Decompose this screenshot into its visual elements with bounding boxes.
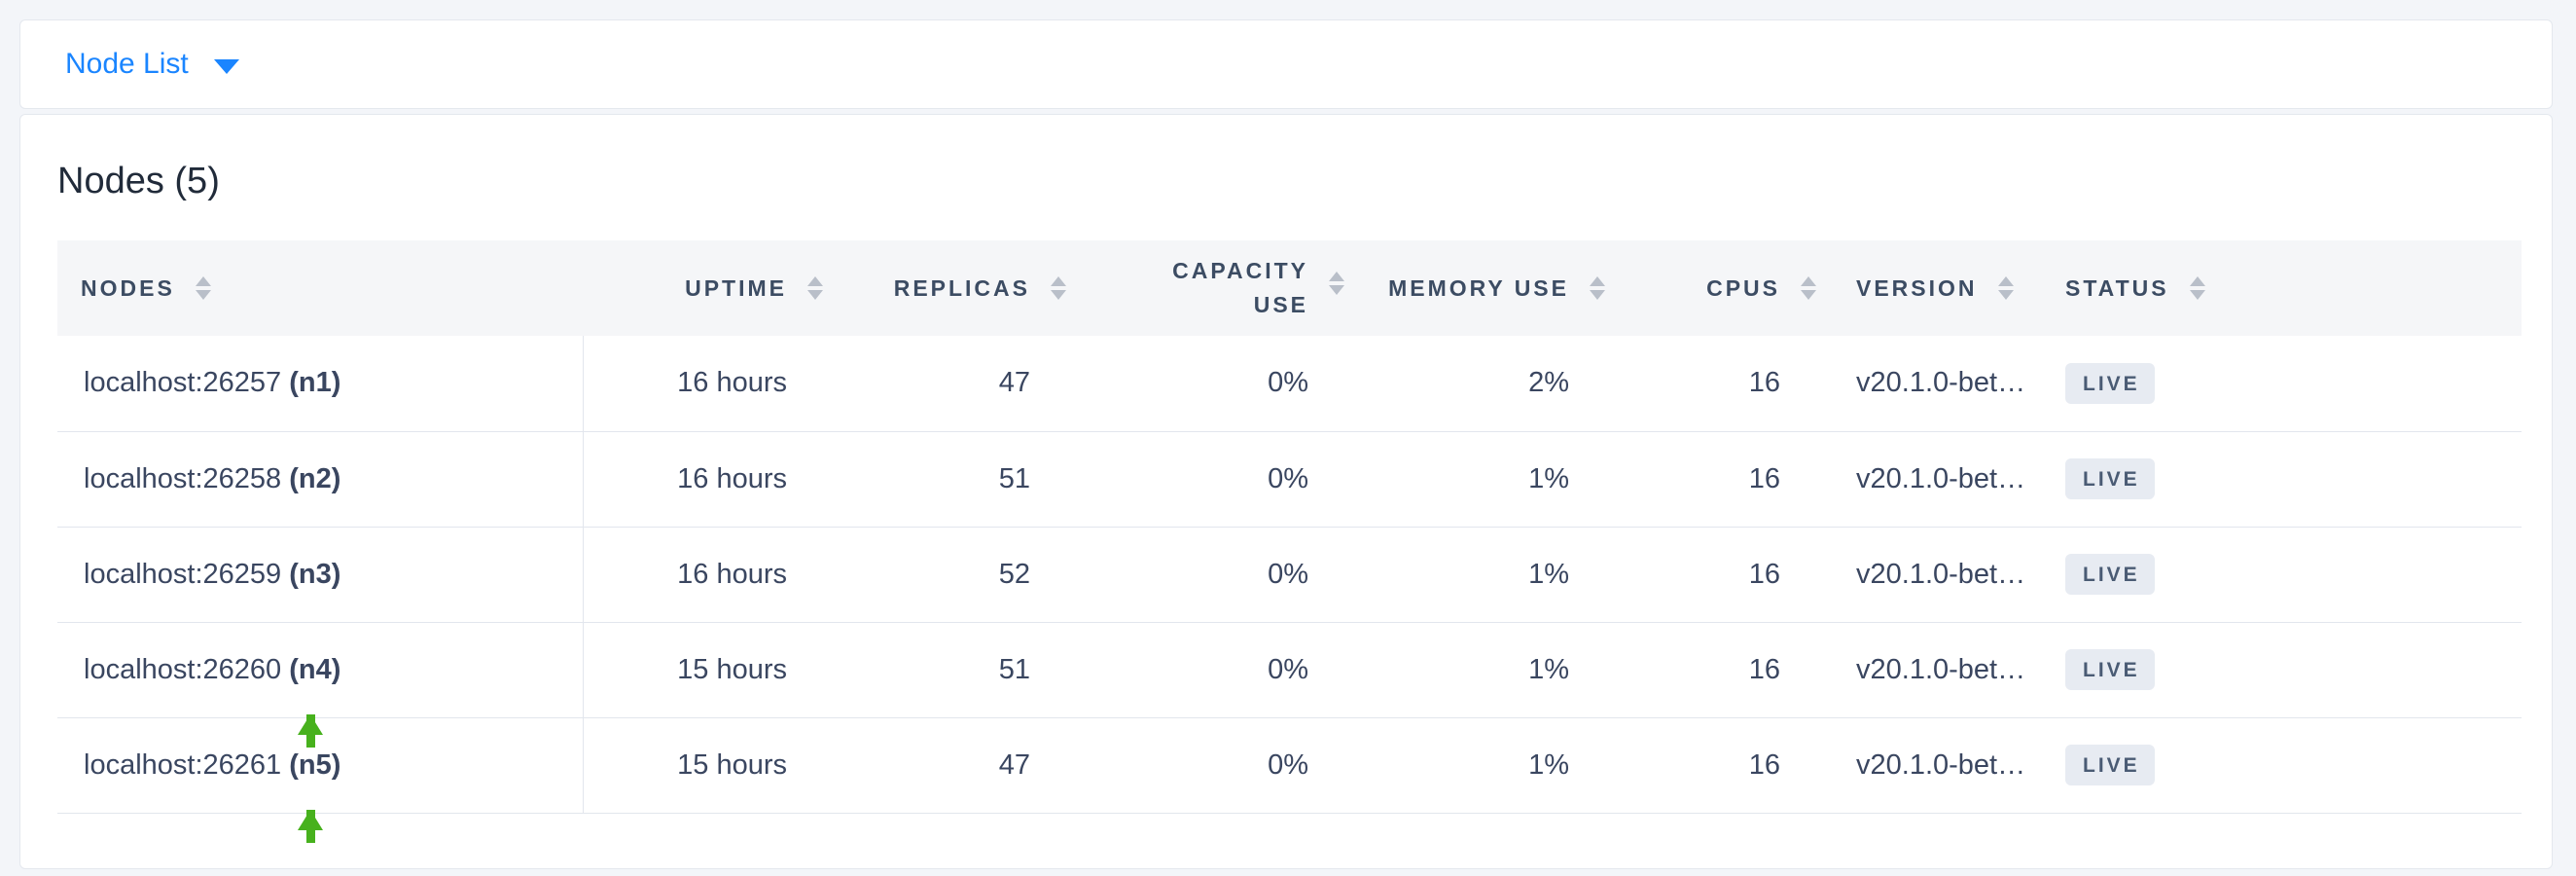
cpus-cell: 16 <box>1748 367 1780 399</box>
status-badge: LIVE <box>2065 745 2155 785</box>
column-header-status[interactable]: STATUS <box>2032 240 2522 336</box>
caret-down-icon <box>213 59 239 74</box>
uptime-cell: 15 hours <box>677 653 787 685</box>
cpus-cell: 16 <box>1748 558 1780 590</box>
memory-use-cell: 1% <box>1528 462 1569 494</box>
status-cell: LIVE <box>2032 431 2522 527</box>
column-header-replicas[interactable]: REPLICAS <box>806 240 1066 336</box>
sort-icon <box>1329 272 1344 295</box>
memory-use-cell: 1% <box>1528 748 1569 781</box>
status-badge: LIVE <box>2065 554 2155 595</box>
memory-use-cell: 2% <box>1528 367 1569 399</box>
cpus-cell: 16 <box>1748 653 1780 685</box>
column-header-capacity-use[interactable]: CAPACITY USE <box>1050 240 1344 336</box>
capacity-use-cell: 0% <box>1268 367 1308 399</box>
column-header-memory-use[interactable]: MEMORY USE <box>1328 240 1605 336</box>
table-row[interactable]: localhost:26257 (n1) 16 hours 47 0% 2% 1… <box>57 336 2522 431</box>
version-cell: v20.1.0-bet… <box>1856 558 2026 590</box>
version-cell: v20.1.0-bet… <box>1856 462 2026 494</box>
column-header-nodes[interactable]: NODES <box>57 240 583 336</box>
table-header-row: NODES UPTIME REPLICAS CAPACITY USE MEMORY… <box>57 240 2522 336</box>
nodes-card: Nodes (5) NODES UPTIME REPLICAS CAPACITY… <box>19 114 2553 869</box>
uptime-cell: 16 hours <box>677 558 787 590</box>
table-row[interactable]: localhost:26260 (n4) 15 hours 51 0% 1% 1… <box>57 622 2522 748</box>
table-row[interactable]: localhost:26261 (n5) 15 hours 47 0% 1% 1… <box>57 717 2522 843</box>
column-header-cpus[interactable]: CPUS <box>1589 240 1816 336</box>
capacity-use-cell: 0% <box>1268 748 1308 781</box>
capacity-use-cell: 0% <box>1268 462 1308 494</box>
replicas-cell: 47 <box>998 748 1030 781</box>
node-address-cell: localhost:26260 (n4) <box>57 622 584 748</box>
table-row[interactable]: localhost:26258 (n2) 16 hours 51 0% 1% 1… <box>57 431 2522 527</box>
sort-icon <box>807 276 823 300</box>
replicas-cell: 51 <box>998 462 1030 494</box>
column-header-uptime[interactable]: UPTIME <box>583 240 823 336</box>
annotation-arrow-up-icon <box>298 778 323 843</box>
capacity-use-cell: 0% <box>1268 558 1308 590</box>
replicas-cell: 52 <box>998 558 1030 590</box>
node-id: (n2) <box>289 462 341 494</box>
status-cell: LIVE <box>2032 527 2522 622</box>
replicas-cell: 47 <box>998 367 1030 399</box>
sort-icon <box>195 276 211 300</box>
uptime-cell: 16 hours <box>677 462 787 494</box>
table-row[interactable]: localhost:26259 (n3) 16 hours 52 0% 1% 1… <box>57 527 2522 622</box>
uptime-cell: 15 hours <box>677 748 787 781</box>
nodes-table: NODES UPTIME REPLICAS CAPACITY USE MEMORY… <box>57 240 2522 843</box>
replicas-cell: 51 <box>998 653 1030 685</box>
node-address-cell: localhost:26257 (n1) <box>57 336 584 431</box>
annotation-arrow-up-icon <box>298 682 323 748</box>
status-cell: LIVE <box>2032 336 2522 431</box>
sort-icon <box>1051 276 1066 300</box>
uptime-cell: 16 hours <box>677 367 787 399</box>
version-cell: v20.1.0-bet… <box>1856 748 2026 781</box>
capacity-use-cell: 0% <box>1268 653 1308 685</box>
sort-icon <box>1590 276 1605 300</box>
node-id: (n3) <box>289 558 341 590</box>
sort-icon <box>2189 276 2205 300</box>
status-badge: LIVE <box>2065 362 2155 404</box>
node-list-dropdown-label: Node List <box>65 48 189 80</box>
memory-use-cell: 1% <box>1528 653 1569 685</box>
node-address-cell: localhost:26261 (n5) <box>57 717 584 843</box>
node-id: (n4) <box>289 653 341 685</box>
node-address-cell: localhost:26258 (n2) <box>57 431 584 527</box>
status-cell: LIVE <box>2032 717 2522 813</box>
view-switcher-bar: Node List <box>19 19 2553 109</box>
cpus-cell: 16 <box>1748 462 1780 494</box>
node-id: (n5) <box>289 748 341 781</box>
version-cell: v20.1.0-bet… <box>1856 653 2026 685</box>
column-header-version[interactable]: VERSION <box>1800 240 2032 336</box>
page-title: Nodes (5) <box>57 161 220 201</box>
sort-icon <box>1801 276 1816 300</box>
node-address-cell: localhost:26259 (n3) <box>57 527 584 622</box>
status-badge: LIVE <box>2065 649 2155 690</box>
node-id: (n1) <box>289 367 341 399</box>
status-cell: LIVE <box>2032 622 2522 717</box>
cpus-cell: 16 <box>1748 748 1780 781</box>
version-cell: v20.1.0-bet… <box>1856 367 2026 399</box>
node-list-dropdown[interactable]: Node List <box>65 48 239 81</box>
memory-use-cell: 1% <box>1528 558 1569 590</box>
sort-icon <box>1997 276 2014 300</box>
status-badge: LIVE <box>2065 458 2155 499</box>
